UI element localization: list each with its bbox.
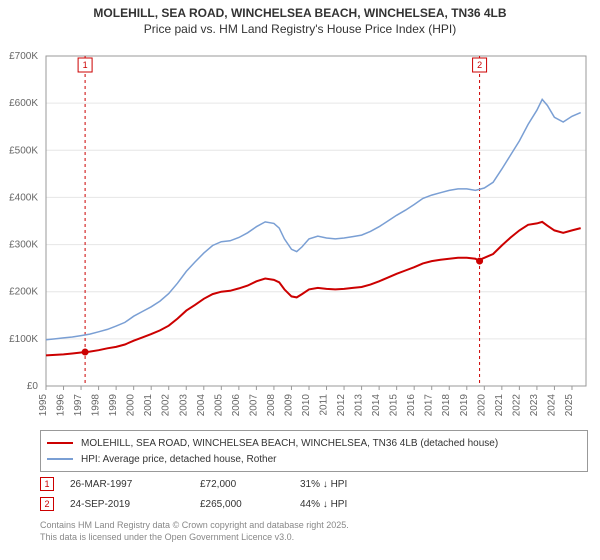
legend-row-1: MOLEHILL, SEA ROAD, WINCHELSEA BEACH, WI… [47,435,581,451]
svg-text:2009: 2009 [283,394,294,417]
event-marker-1: 1 [40,477,54,491]
svg-text:2001: 2001 [143,394,154,417]
legend-row-2: HPI: Average price, detached house, Roth… [47,451,581,467]
svg-text:£100K: £100K [9,334,38,345]
svg-text:2022: 2022 [511,394,522,417]
svg-text:2002: 2002 [161,394,172,417]
svg-text:2008: 2008 [266,394,277,417]
svg-text:2012: 2012 [336,394,347,417]
event-date-1: 26-MAR-1997 [70,479,200,490]
svg-text:2014: 2014 [371,394,382,417]
event-row-2: 2 24-SEP-2019 £265,000 44% ↓ HPI [40,494,588,514]
chart-title: MOLEHILL, SEA ROAD, WINCHELSEA BEACH, WI… [0,0,600,37]
legend-swatch-1 [47,442,73,445]
legend-swatch-2 [47,458,73,460]
title-line2: Price paid vs. HM Land Registry's House … [0,22,600,38]
svg-text:1998: 1998 [91,394,102,417]
svg-text:2024: 2024 [546,394,557,417]
svg-text:2013: 2013 [354,394,365,417]
svg-text:2005: 2005 [213,394,224,417]
event-marker-2: 2 [40,497,54,511]
svg-text:2006: 2006 [231,394,242,417]
svg-text:2: 2 [477,60,482,70]
event-date-2: 24-SEP-2019 [70,499,200,510]
svg-text:2015: 2015 [389,394,400,417]
event-table: 1 26-MAR-1997 £72,000 31% ↓ HPI 2 24-SEP… [40,474,588,514]
svg-text:1995: 1995 [38,394,49,417]
svg-text:£200K: £200K [9,287,38,298]
svg-text:£400K: £400K [9,192,38,203]
svg-text:2023: 2023 [529,394,540,417]
svg-text:1996: 1996 [56,394,67,417]
svg-text:2004: 2004 [196,394,207,417]
title-line1: MOLEHILL, SEA ROAD, WINCHELSEA BEACH, WI… [0,6,600,22]
legend: MOLEHILL, SEA ROAD, WINCHELSEA BEACH, WI… [40,430,588,472]
svg-text:2007: 2007 [248,394,259,417]
svg-text:2003: 2003 [178,394,189,417]
svg-text:£300K: £300K [9,240,38,251]
svg-text:2018: 2018 [441,394,452,417]
legend-label-2: HPI: Average price, detached house, Roth… [81,454,277,465]
svg-text:2011: 2011 [319,394,330,416]
svg-text:1999: 1999 [108,394,119,417]
svg-text:2020: 2020 [476,394,487,417]
event-price-1: £72,000 [200,479,300,490]
event-price-2: £265,000 [200,499,300,510]
legend-label-1: MOLEHILL, SEA ROAD, WINCHELSEA BEACH, WI… [81,438,498,449]
event-diff-1: 31% ↓ HPI [300,479,420,490]
footnote: Contains HM Land Registry data © Crown c… [40,520,349,543]
svg-text:1: 1 [83,60,88,70]
svg-text:2010: 2010 [301,394,312,417]
svg-text:2000: 2000 [126,394,137,417]
svg-text:2025: 2025 [564,394,575,417]
svg-text:2021: 2021 [494,394,505,417]
svg-text:2017: 2017 [424,394,435,417]
svg-text:1997: 1997 [73,394,84,417]
svg-text:£0: £0 [27,381,39,392]
footnote-line2: This data is licensed under the Open Gov… [40,532,349,544]
svg-text:2016: 2016 [406,394,417,417]
svg-text:£700K: £700K [9,51,38,62]
svg-text:£600K: £600K [9,98,38,109]
event-row-1: 1 26-MAR-1997 £72,000 31% ↓ HPI [40,474,588,494]
svg-text:2019: 2019 [459,394,470,417]
event-diff-2: 44% ↓ HPI [300,499,420,510]
line-chart: £0 £100K £200K £300K £400K £500K £600K £700K 199… [6,48,590,418]
svg-text:£500K: £500K [9,145,38,156]
footnote-line1: Contains HM Land Registry data © Crown c… [40,520,349,532]
